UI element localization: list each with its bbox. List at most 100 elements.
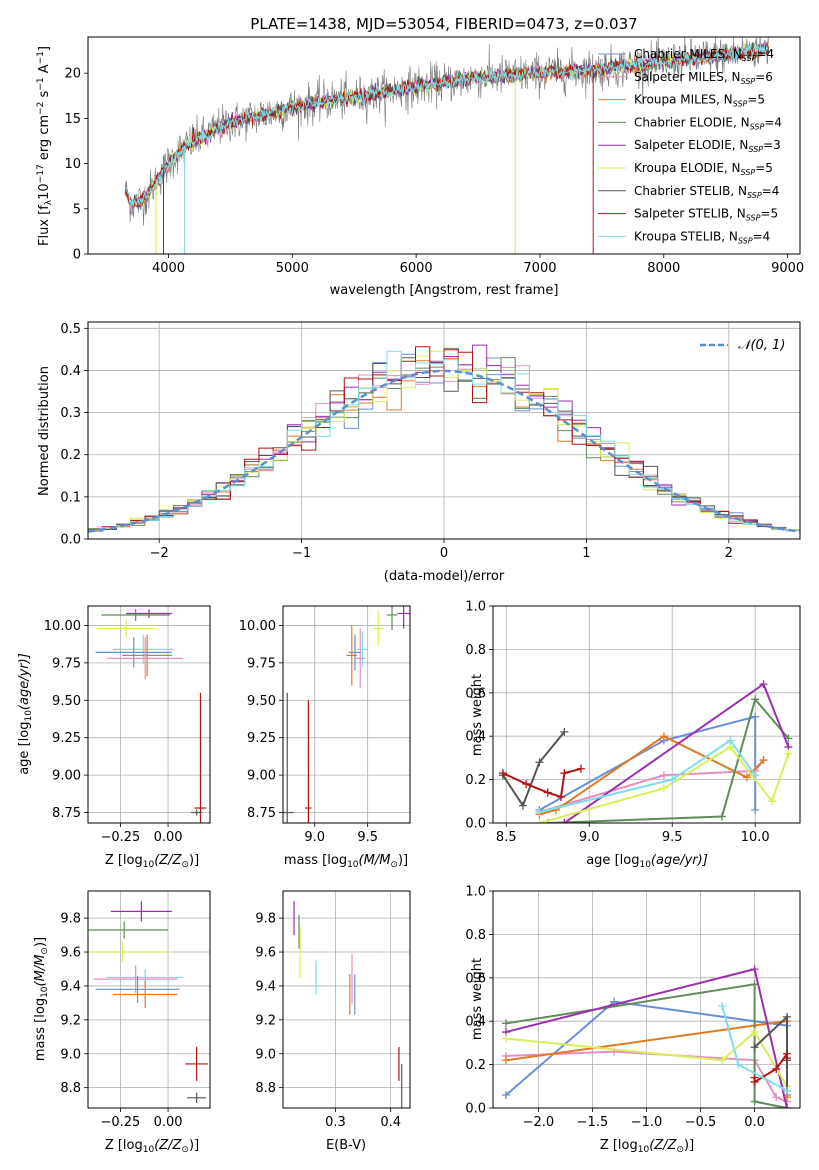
errorbar-krou_elodie xyxy=(372,610,384,647)
axes-frame xyxy=(492,890,801,1109)
weight-lines xyxy=(498,680,793,823)
y-tick-label: 9.6 xyxy=(255,946,276,961)
y-tick-label: 9.50 xyxy=(52,694,81,709)
errorbar-krou_elodie xyxy=(97,619,155,638)
x-tick-label: −1 xyxy=(292,546,311,561)
y-tick-label: 0.4 xyxy=(465,1015,486,1030)
errorbars xyxy=(88,901,209,1103)
weight-marker xyxy=(501,1019,510,1028)
residual-histogram-panel: −2 −1 0 1 2 0.0 0.1 0.2 0.3 0.4 0.5 (data-model)/e… xyxy=(37,321,801,584)
x-tick-label: −0.25 xyxy=(100,830,140,845)
weight-marker xyxy=(560,819,569,823)
errorbar-salp_stelib xyxy=(185,1046,209,1081)
weight-series-krou_stelib xyxy=(718,1002,792,1095)
errorbar-salp_miles xyxy=(354,628,366,689)
y-tick-label: 0.8 xyxy=(465,643,486,658)
errorbar-chab_miles xyxy=(95,975,180,1003)
errorbars xyxy=(95,608,207,823)
x-axis-label: wavelength [Angstrom, rest frame] xyxy=(330,283,559,298)
weight-marker xyxy=(518,801,527,810)
y-tick-label: 15 xyxy=(64,112,81,127)
weight-marker xyxy=(501,1090,510,1099)
spectrum-lines xyxy=(124,37,770,254)
y-axis-label: Flux [fλ10−17 erg cm−2 s−1 A−1] xyxy=(36,46,54,246)
weight-line xyxy=(505,1030,788,1087)
y-axis-label: mass weight xyxy=(470,674,485,756)
weight-marker xyxy=(535,819,544,823)
errorbar-krou_miles xyxy=(346,625,358,686)
weight-marker xyxy=(659,732,668,741)
weight-marker xyxy=(718,1056,727,1065)
x-axis-label: Z [log10(Z/Z⊙)] xyxy=(105,1138,199,1155)
weight-marker xyxy=(783,1086,792,1095)
x-tick-label: 9.0 xyxy=(579,830,600,845)
weight-marker xyxy=(726,736,735,745)
y-tick-label: 9.0 xyxy=(60,1047,81,1062)
y-tick-label: 20 xyxy=(64,67,81,82)
y-axis-label: mass [log10(M/M⊙)] xyxy=(33,937,50,1061)
weight-marker xyxy=(668,775,677,784)
legend-label-krou_miles: Kroupa MILES, NSSP=5 xyxy=(634,93,765,109)
y-tick-label: 9.8 xyxy=(255,912,276,927)
errorbar-salp_miles xyxy=(107,637,184,680)
x-tick-label: −1.5 xyxy=(577,1115,609,1130)
x-tick-label: −1.0 xyxy=(631,1115,663,1130)
errorbar-chab_miles xyxy=(348,634,362,671)
x-tick-label: 0 xyxy=(440,546,448,561)
weight-marker xyxy=(576,764,585,773)
weight-series-krou_elodie xyxy=(535,743,793,823)
y-tick-label: 9.50 xyxy=(247,694,276,709)
weight-marker xyxy=(759,756,768,765)
gaussian-curve xyxy=(88,369,800,533)
x-axis-label: age [log10(age/yr)] xyxy=(586,853,708,870)
weight-series-salp_stelib xyxy=(498,764,585,801)
errorbar-krou_miles xyxy=(112,980,178,1008)
weight-marker xyxy=(718,1002,727,1011)
y-tick-label: 0.8 xyxy=(465,928,486,943)
x-tick-label: 0.4 xyxy=(380,1115,401,1130)
x-tick-label: 7000 xyxy=(523,261,556,276)
x-tick-label: −2 xyxy=(150,546,169,561)
axes-frame xyxy=(87,321,801,540)
y-tick-label: 9.00 xyxy=(52,769,81,784)
y-tick-label: 9.2 xyxy=(255,1013,276,1028)
weight-marker xyxy=(750,1097,759,1106)
weight-marker xyxy=(784,749,793,758)
x-axis-label: E(B-V) xyxy=(326,1138,366,1153)
y-tick-label: 0.5 xyxy=(60,322,81,337)
legend-label-krou_elodie: Kroupa ELODIE, NSSP=5 xyxy=(634,161,773,177)
y-tick-label: 8.75 xyxy=(247,806,276,821)
x-tick-label: 0.0 xyxy=(744,1115,765,1130)
weight-line xyxy=(505,983,788,1108)
y-tick-label: 0.3 xyxy=(60,406,81,421)
y-tick-label: 1.0 xyxy=(465,885,486,900)
weight-vs-metallicity-panel: −2.0 −1.5 −1.0 −0.5 0.0 0.0 0.2 0.4 0.6 0.8 1.0 Z … xyxy=(465,885,801,1155)
weight-marker xyxy=(742,773,751,782)
y-tick-label: 9.25 xyxy=(247,731,276,746)
weight-series-salp_stelib xyxy=(750,1049,792,1086)
x-tick-label: 9.5 xyxy=(357,830,378,845)
legend-label-chab_miles: Chabrier MILES, NSSP=4 xyxy=(634,47,774,63)
y-tick-label: 0.0 xyxy=(465,1102,486,1117)
legend-label-gauss: 𝒩(0, 1) xyxy=(738,338,785,353)
y-tick-label: 0.0 xyxy=(60,533,81,548)
y-tick-label: 9.4 xyxy=(255,979,276,994)
legend-label-chab_stelib: Chabrier STELIB, NSSP=4 xyxy=(634,184,779,200)
legend-label-salp_stelib: Salpeter STELIB, NSSP=5 xyxy=(634,207,778,223)
x-tick-label: 8000 xyxy=(647,261,680,276)
weight-line xyxy=(539,739,757,814)
errorbar-chab_stelib xyxy=(187,1092,207,1103)
y-tick-label: 9.75 xyxy=(247,656,276,671)
weight-line xyxy=(502,731,566,808)
weight-marker xyxy=(783,1104,792,1108)
errorbar-chab_stelib xyxy=(190,809,203,816)
y-tick-label: 0.2 xyxy=(60,448,81,463)
weight-marker xyxy=(498,769,507,778)
errorbars xyxy=(283,606,410,823)
y-tick-label: 8.8 xyxy=(255,1081,276,1096)
x-tick-label: −0.25 xyxy=(100,1115,140,1130)
x-tick-label: 1 xyxy=(582,546,590,561)
errorbar-chab_elodie xyxy=(386,606,398,630)
errorbar-krou_stelib xyxy=(357,631,368,668)
